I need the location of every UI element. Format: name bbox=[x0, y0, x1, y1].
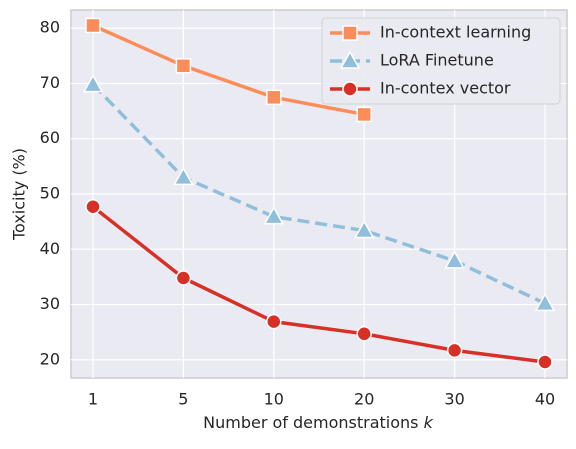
x-tick-label: 40 bbox=[535, 390, 555, 409]
marker bbox=[175, 270, 192, 286]
marker bbox=[82, 74, 104, 93]
x-tick-label: 30 bbox=[444, 390, 464, 409]
marker bbox=[339, 50, 361, 69]
marker bbox=[356, 326, 372, 342]
x-tick-label: 5 bbox=[178, 390, 188, 409]
legend-label: In-context learning bbox=[380, 23, 531, 42]
x-tick-label: 1 bbox=[88, 390, 98, 409]
marker bbox=[342, 81, 358, 97]
marker bbox=[342, 25, 358, 41]
x-axis-label-var: k bbox=[424, 413, 434, 432]
legend-label: LoRA Finetune bbox=[380, 51, 494, 70]
x-tick-label: 10 bbox=[264, 390, 284, 409]
y-tick-label: 70 bbox=[40, 73, 60, 92]
marker bbox=[173, 166, 194, 186]
series-line bbox=[92, 23, 365, 117]
marker bbox=[266, 313, 282, 330]
marker bbox=[444, 250, 465, 269]
legend: In-context learning LoRA Finetune In-conte… bbox=[321, 17, 561, 105]
y-tick-label: 40 bbox=[40, 239, 60, 258]
y-tick-label: 20 bbox=[40, 349, 60, 368]
marker bbox=[85, 17, 101, 34]
legend-box bbox=[321, 17, 561, 105]
marks bbox=[82, 17, 556, 370]
x-axis-label-text: Number of demonstrations bbox=[203, 413, 418, 432]
marker bbox=[85, 198, 101, 215]
y-tick-label: 30 bbox=[40, 294, 60, 313]
marker bbox=[356, 106, 372, 123]
marker bbox=[263, 206, 285, 225]
x-tick-label: 20 bbox=[354, 390, 374, 409]
marker bbox=[534, 292, 556, 312]
y-axis-label: Toxicity (%) bbox=[10, 148, 29, 241]
marker bbox=[353, 219, 375, 239]
marker bbox=[537, 354, 553, 370]
marker bbox=[266, 89, 282, 106]
y-tick-label: 50 bbox=[40, 184, 60, 203]
legend-label: In-contex vector bbox=[380, 79, 511, 98]
marker bbox=[175, 58, 192, 74]
series-line bbox=[91, 205, 546, 364]
series-line bbox=[91, 83, 546, 305]
y-tick-label: 60 bbox=[40, 128, 60, 147]
marker bbox=[446, 342, 463, 359]
x-axis-label: Number of demonstrations k bbox=[203, 413, 433, 432]
y-tick-label: 80 bbox=[40, 18, 60, 37]
